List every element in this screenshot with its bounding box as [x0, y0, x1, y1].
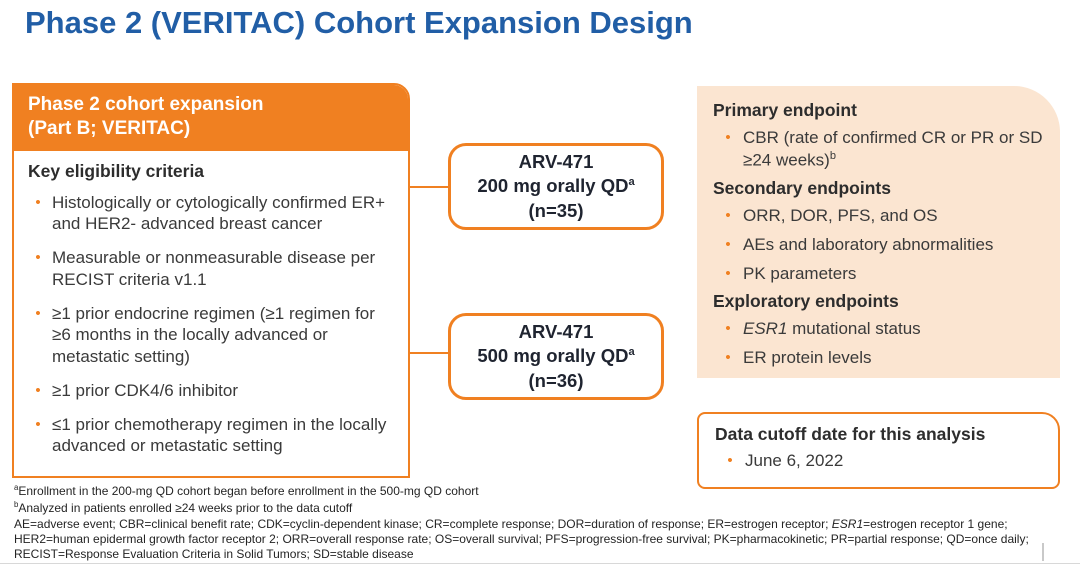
bullet-dot: •: [727, 452, 733, 469]
footnote-a-marker: a: [14, 483, 19, 492]
bullet-dot: •: [35, 415, 41, 433]
secondary-endpoints-heading: Secondary endpoints: [713, 178, 891, 199]
bullet-dot: •: [35, 193, 41, 211]
eligibility-panel-body: Key eligibility criteria • Histologicall…: [14, 151, 408, 476]
footnote-a-text: Enrollment in the 200-mg QD cohort began…: [18, 484, 479, 498]
gene-name-italic: ESR1: [831, 516, 864, 531]
eligibility-bullet-text: Histologically or cytologically confirme…: [52, 192, 386, 234]
primary-endpoint-bullet: • CBR (rate of confirmed CR or PR or SD …: [713, 127, 1046, 171]
eligibility-bullet: • ≥1 prior endocrine regimen (≥1 regimen…: [24, 303, 398, 368]
abbreviations: AE=adverse event; CBR=clinical benefit r…: [14, 517, 1030, 562]
eligibility-bullet: • Histologically or cytologically confir…: [24, 192, 398, 236]
arm-drug-name: ARV-471: [518, 321, 594, 343]
exploratory-endpoint-bullet: • ER protein levels: [713, 347, 1046, 369]
footnote-b: bAnalyzed in patients enrolled ≥24 weeks…: [14, 500, 1030, 516]
secondary-endpoint-text: ORR, DOR, PFS, and OS: [743, 206, 938, 226]
primary-endpoint-heading: Primary endpoint: [713, 100, 857, 120]
arm-dose: 200 mg orally QDa: [477, 174, 634, 198]
arm-box-200mg: ARV-471 200 mg orally QDa (n=35): [448, 143, 664, 230]
primary-endpoint-text: CBR (rate of confirmed CR or PR or SD ≥2…: [743, 127, 1046, 171]
data-cutoff-bullet: • June 6, 2022: [715, 450, 1044, 472]
primary-endpoint-text-main: CBR (rate of confirmed CR or PR or SD ≥2…: [743, 128, 1043, 170]
arm-n: (n=36): [528, 369, 584, 391]
bullet-dot: •: [35, 304, 41, 322]
bullet-dot: •: [725, 349, 731, 367]
bullet-dot: •: [35, 249, 41, 267]
bullet-dot: •: [35, 381, 41, 399]
footnote-b-text: Analyzed in patients enrolled ≥24 weeks …: [18, 500, 353, 515]
secondary-endpoint-bullet: • PK parameters: [713, 263, 1046, 285]
secondary-endpoint-text: PK parameters: [743, 263, 857, 283]
abbreviations-text-2: =estrogen receptor 1 gene; HER2=human ep…: [14, 516, 1029, 561]
eligibility-subheading: Key eligibility criteria: [28, 160, 205, 181]
exploratory-endpoint-bullet: • ESR1 mutational status: [713, 318, 1046, 340]
arm-dose-text: 200 mg orally QD: [477, 175, 629, 197]
exploratory-endpoint-text-rest: mutational status: [787, 319, 921, 339]
data-cutoff-box: Data cutoff date for this analysis • Jun…: [697, 412, 1060, 489]
exploratory-endpoint-text: ESR1 mutational status: [743, 318, 921, 340]
eligibility-bullet-text: ≥1 prior CDK4/6 inhibitor: [52, 380, 239, 400]
bullet-dot: •: [725, 264, 731, 282]
abbreviations-text-1: AE=adverse event; CBR=clinical benefit r…: [14, 516, 832, 531]
bullet-dot: •: [725, 129, 731, 146]
eligibility-panel: Phase 2 cohort expansion (Part B; VERITA…: [12, 83, 410, 478]
page-title: Phase 2 (VERITAC) Cohort Expansion Desig…: [25, 5, 693, 40]
gene-name-italic: ESR1: [743, 319, 788, 339]
eligibility-bullet: • ≥1 prior CDK4/6 inhibitor: [24, 380, 398, 402]
eligibility-header-line2: (Part B; VERITAC): [28, 118, 191, 140]
arm-dose-footnote-marker: a: [628, 176, 635, 189]
primary-endpoint-footnote-marker: b: [829, 149, 836, 162]
caret-mark: [1042, 543, 1044, 561]
arm-n: (n=35): [528, 199, 584, 221]
eligibility-header-line1: Phase 2 cohort expansion: [28, 94, 264, 115]
connector-line-arm1: [410, 186, 448, 188]
eligibility-panel-header: Phase 2 cohort expansion (Part B; VERITA…: [14, 85, 408, 151]
footnote-b-marker: b: [14, 499, 19, 509]
eligibility-bullet-text: ≥1 prior endocrine regimen (≥1 regimen f…: [52, 303, 375, 367]
connector-line-arm2: [410, 352, 448, 354]
eligibility-bullet-text: Measurable or nonmeasurable disease per …: [52, 248, 376, 289]
data-cutoff-date: June 6, 2022: [745, 451, 844, 470]
eligibility-bullet-text: ≤1 prior chemotherapy regimen in the loc…: [52, 414, 387, 456]
footnote-a: aEnrollment in the 200-mg QD cohort bega…: [14, 483, 1030, 499]
bullet-dot: •: [725, 235, 731, 253]
bullet-dot: •: [725, 320, 731, 338]
footnotes: aEnrollment in the 200-mg QD cohort bega…: [14, 483, 1030, 562]
exploratory-endpoints-heading: Exploratory endpoints: [713, 291, 899, 312]
endpoints-panel: Primary endpoint • CBR (rate of confirme…: [697, 86, 1060, 378]
data-cutoff-heading: Data cutoff date for this analysis: [715, 424, 986, 444]
secondary-endpoint-text: AEs and laboratory abnormalities: [743, 234, 994, 254]
arm-dose: 500 mg orally QDa: [477, 344, 634, 368]
eligibility-bullet: • ≤1 prior chemotherapy regimen in the l…: [24, 414, 398, 458]
bullet-dot: •: [725, 207, 731, 225]
exploratory-endpoint-text: ER protein levels: [743, 348, 872, 368]
arm-dose-footnote-marker: a: [628, 346, 635, 359]
arm-dose-text: 500 mg orally QD: [477, 345, 629, 367]
arm-drug-name: ARV-471: [518, 151, 594, 173]
secondary-endpoint-bullet: • ORR, DOR, PFS, and OS: [713, 205, 1046, 227]
secondary-endpoint-bullet: • AEs and laboratory abnormalities: [713, 234, 1046, 256]
eligibility-bullet: • Measurable or nonmeasurable disease pe…: [24, 247, 398, 291]
arm-box-500mg: ARV-471 500 mg orally QDa (n=36): [448, 313, 664, 400]
